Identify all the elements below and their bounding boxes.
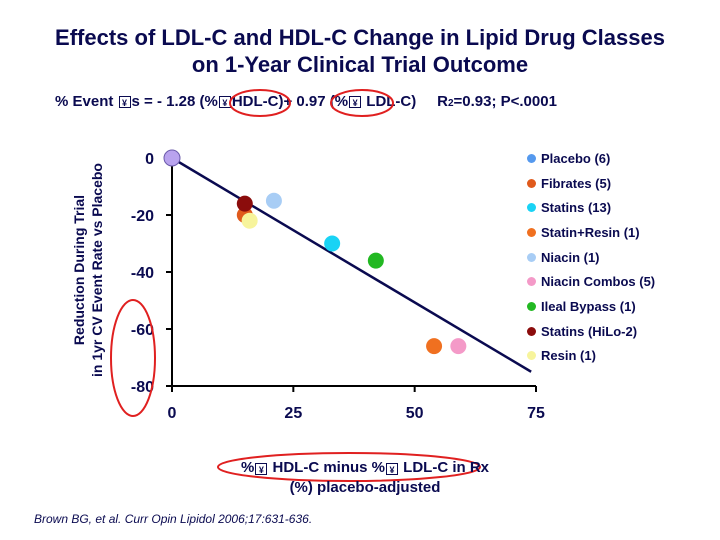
legend-marker	[527, 351, 536, 361]
hdl-coefficient: - 1.28	[156, 93, 196, 110]
chart-legend: Placebo (6) Fibrates (5) Statins (13) Stati…	[527, 146, 655, 368]
x-axis-label: % ¥ HDL-C minus % ¥ LDL-C in Rx (%) placeb…	[200, 458, 530, 498]
legend-marker	[527, 252, 536, 262]
highlight-annotations	[110, 89, 481, 482]
legend-item: Statins (HiLo-2)	[527, 319, 655, 344]
legend-label: Niacin Combos (5)	[541, 274, 656, 290]
legend-item: Statin+Resin (1)	[527, 220, 655, 245]
delta-icon: ¥	[386, 463, 398, 475]
delta-icon: ¥	[118, 96, 131, 108]
equation-text-6: LDL-C) R	[362, 93, 448, 110]
y-tick-label: -40	[131, 265, 154, 282]
legend-label: Statins (HiLo-2)	[541, 323, 638, 339]
legend-label: Niacin (1)	[541, 249, 600, 265]
y-tick-label: -20	[131, 208, 154, 225]
x-axis-label-part-a: %	[240, 459, 255, 476]
legend-item: Niacin Combos (5)	[527, 269, 655, 294]
legend-item: Statins (13)	[527, 195, 655, 220]
x-tick-label: 25	[284, 405, 302, 422]
ldl-coefficient-highlight-ellipse	[330, 89, 394, 117]
title-line-1: Effects of LDL-C and HDL-C Change in Lip…	[55, 25, 665, 50]
equation-text-2: s =	[131, 93, 157, 110]
x-tick-label: 0	[168, 405, 177, 422]
data-point	[265, 192, 282, 209]
legend-marker	[527, 326, 536, 336]
data-point	[236, 195, 253, 212]
x-tick-label: 50	[406, 405, 424, 422]
legend-marker	[527, 227, 536, 237]
y-tick-label: -60	[131, 322, 154, 339]
legend-label: Resin (1)	[541, 348, 596, 364]
legend-item: Fibrates (5)	[527, 171, 655, 196]
y-axis-low-values-highlight-ellipse	[110, 299, 156, 417]
x-axis-label-part-c: LDL-C in Rx	[399, 459, 489, 476]
ldl-coefficient: + 0.97	[283, 93, 326, 110]
delta-icon: ¥	[255, 463, 268, 475]
hdl-coefficient-highlight-ellipse	[229, 89, 291, 117]
placebo-origin-point	[163, 149, 181, 167]
regression-line	[171, 156, 532, 373]
data-point	[450, 338, 467, 355]
y-axis-label: Reduction During Trial in 1yr CV Event R…	[70, 140, 106, 400]
legend-item: Niacin (1)	[527, 245, 655, 270]
legend-marker	[527, 178, 536, 188]
legend-item: Placebo (6)	[527, 146, 655, 171]
data-point	[324, 235, 341, 252]
equation-text-1: % Event	[55, 93, 118, 110]
slide-title: Effects of LDL-C and HDL-C Change in Lip…	[0, 24, 720, 78]
legend-marker	[527, 203, 536, 213]
delta-icon: ¥	[349, 96, 362, 108]
data-point	[426, 338, 443, 355]
x-axis-label-line-2: (%) placebo-adjusted	[289, 479, 441, 496]
title-line-2: on 1-Year Clinical Trial Outcome	[191, 52, 529, 77]
x-axis-label-part-b: HDL-C minus %	[268, 459, 385, 476]
y-tick-label: -80	[131, 379, 154, 396]
citation: Brown BG, et al. Curr Opin Lipidol 2006;…	[34, 512, 313, 526]
legend-marker	[527, 301, 536, 311]
legend-marker	[527, 277, 536, 287]
y-axis-label-line-1: Reduction During Trial	[71, 194, 87, 346]
r-squared-superscript: 2	[447, 98, 454, 109]
data-point	[241, 212, 258, 229]
equation-text-4: HDL-C)	[231, 93, 284, 110]
regression-equation: % Event ¥ s = - 1.28 (% ¥ HDL-C) + 0.97 …	[55, 93, 557, 110]
legend-label: Placebo (6)	[541, 150, 611, 166]
legend-label: Ileal Bypass (1)	[541, 298, 636, 314]
y-axis-label-line-2: in 1yr CV Event Rate vs Placebo	[89, 163, 105, 377]
x-tick-label: 75	[527, 405, 545, 422]
legend-marker	[527, 153, 536, 163]
legend-item: Ileal Bypass (1)	[527, 294, 655, 319]
data-point	[367, 252, 384, 269]
equation-text-3: (%	[195, 93, 218, 110]
legend-label: Statins (13)	[541, 200, 612, 216]
y-tick-label: 0	[145, 151, 154, 168]
legend-label: Statin+Resin (1)	[541, 224, 640, 240]
legend-item: Resin (1)	[527, 344, 655, 369]
equation-text-7: =0.93; P<.0001	[453, 93, 557, 110]
legend-label: Fibrates (5)	[541, 175, 612, 191]
x-axis-label-highlight-ellipse	[217, 452, 481, 482]
